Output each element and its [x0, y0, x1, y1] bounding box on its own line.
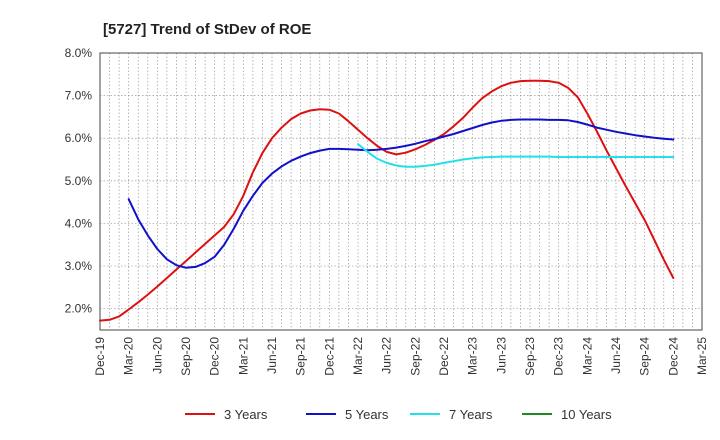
y-tick-label: 3.0% — [65, 259, 93, 273]
legend-label: 10 Years — [561, 407, 612, 422]
x-tick-label: Dec-19 — [93, 337, 107, 376]
y-tick-label: 5.0% — [65, 174, 93, 188]
x-tick-label: Mar-22 — [351, 337, 365, 375]
x-tick-label: Mar-25 — [695, 337, 709, 375]
series-line-5-years — [127, 118, 675, 269]
y-tick-label: 2.0% — [65, 302, 93, 316]
series-line-3-years — [99, 79, 675, 322]
x-tick-label: Sep-23 — [523, 337, 537, 376]
legend-label: 3 Years — [224, 407, 268, 422]
series-line-7-years — [357, 143, 675, 168]
x-tick-label: Jun-21 — [265, 337, 279, 374]
x-tick-label: Mar-21 — [236, 337, 250, 375]
y-tick-label: 8.0% — [65, 46, 93, 60]
x-tick-label: Dec-23 — [552, 337, 566, 376]
y-tick-label: 7.0% — [65, 89, 93, 103]
x-tick-label: Sep-20 — [179, 337, 193, 376]
x-tick-label: Dec-21 — [322, 337, 336, 376]
x-axis-tick-labels: Dec-19 Mar-20 Jun-20 Sep-20 Dec-20 Mar-21 Jun-… — [93, 337, 709, 376]
x-tick-label: Mar-20 — [122, 337, 136, 375]
legend-item-5-years: 5 Years — [306, 407, 389, 422]
legend-label: 5 Years — [345, 407, 389, 422]
x-tick-label: Jun-24 — [609, 337, 623, 374]
y-tick-label: 4.0% — [65, 216, 93, 230]
series-lines — [99, 79, 675, 322]
x-tick-label: Sep-22 — [408, 337, 422, 376]
x-tick-label: Dec-20 — [208, 337, 222, 376]
x-tick-label: Mar-24 — [580, 337, 594, 375]
legend-item-3-years: 3 Years — [185, 407, 268, 422]
y-axis-tick-labels: 2.0% 3.0% 4.0% 5.0% 6.0% 7.0% 8.0% — [65, 46, 93, 316]
legend: 3 Years 5 Years 7 Years 10 Years — [185, 407, 612, 422]
legend-label: 7 Years — [449, 407, 493, 422]
x-tick-label: Sep-21 — [294, 337, 308, 376]
grid-lines — [100, 52, 702, 330]
y-tick-label: 6.0% — [65, 131, 93, 145]
chart-title: [5727] Trend of StDev of ROE — [103, 21, 311, 38]
legend-item-10-years: 10 Years — [522, 407, 612, 422]
x-tick-label: Dec-24 — [666, 337, 680, 376]
x-tick-label: Jun-22 — [380, 337, 394, 374]
x-tick-label: Sep-24 — [638, 337, 652, 376]
x-tick-label: Jun-23 — [494, 337, 508, 374]
x-tick-label: Dec-22 — [437, 337, 451, 376]
plot-area — [99, 52, 703, 331]
legend-item-7-years: 7 Years — [410, 407, 493, 422]
x-tick-label: Jun-20 — [150, 337, 164, 374]
x-tick-label: Mar-23 — [466, 337, 480, 375]
